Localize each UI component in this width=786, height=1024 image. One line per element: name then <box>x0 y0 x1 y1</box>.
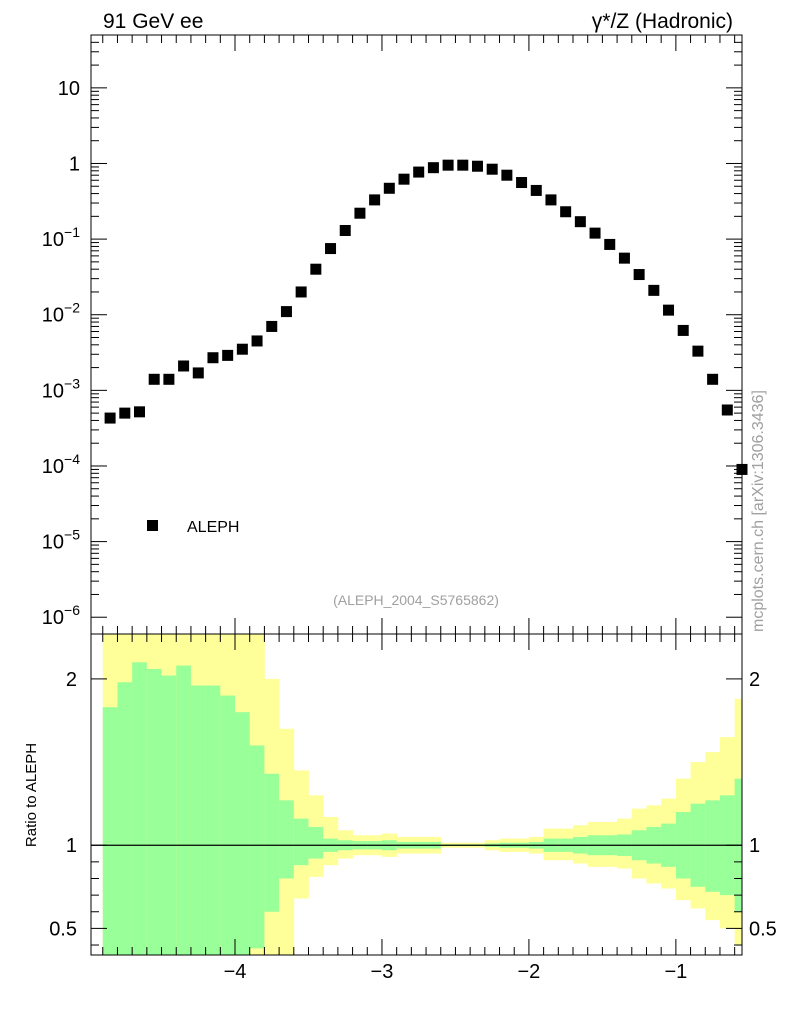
ratio-inner-band <box>235 712 251 955</box>
y-tick-label: 10 <box>58 78 80 100</box>
ratio-y-tick-label-left: 0.5 <box>49 918 77 940</box>
ratio-bands <box>102 634 743 955</box>
data-point <box>178 360 190 372</box>
data-point <box>677 324 689 336</box>
data-point <box>633 269 645 281</box>
y-tick-label: 10−4 <box>42 451 80 478</box>
data-point <box>721 404 733 416</box>
ratio-inner-band <box>176 665 192 955</box>
data-point <box>104 412 116 424</box>
data-point <box>119 407 131 419</box>
data-point <box>207 352 219 364</box>
data-point <box>413 166 425 178</box>
ratio-axes: 0.5 0.5 1 1 2 2 −4 −3 −2 −1 <box>49 634 777 983</box>
ratio-inner-band <box>146 668 162 955</box>
data-point <box>545 194 557 206</box>
data-point <box>707 373 719 385</box>
ratio-inner-band <box>308 826 324 859</box>
data-point <box>574 216 586 228</box>
ratio-y-tick-label-right: 2 <box>749 669 760 691</box>
main-plot-frame <box>90 34 743 635</box>
data-point <box>618 252 630 264</box>
source-label: mcplots.cern.ch [arXiv:1306.3436] <box>750 390 767 632</box>
data-point <box>148 373 160 385</box>
legend-marker <box>147 520 158 531</box>
data-point <box>236 343 248 355</box>
ratio-inner-band <box>161 675 177 955</box>
data-point <box>369 194 381 206</box>
ratio-inner-band <box>279 800 295 879</box>
x-tick-label: −2 <box>518 961 541 983</box>
data-point <box>457 159 469 171</box>
ratio-inner-band <box>102 707 118 955</box>
data-point <box>471 160 483 172</box>
data-point <box>501 169 513 181</box>
data-point <box>222 349 234 361</box>
ratio-inner-band <box>220 695 236 955</box>
data-point <box>133 406 145 418</box>
data-point <box>530 184 542 196</box>
y-tick-label: 10−5 <box>42 527 80 554</box>
data-point <box>486 163 498 175</box>
ratio-inner-band <box>293 818 309 866</box>
data-point <box>383 182 395 194</box>
x-tick-label: −4 <box>224 961 247 983</box>
analysis-label: (ALEPH_2004_S5765862) <box>333 592 499 608</box>
ratio-inner-band <box>132 662 148 955</box>
data-point <box>589 227 601 239</box>
ratio-inner-band <box>205 685 221 955</box>
data-point <box>266 320 278 332</box>
legend-label: ALEPH <box>187 519 239 536</box>
y-tick-label: 10−2 <box>42 300 80 327</box>
ratio-inner-band <box>190 685 207 955</box>
x-tick-label: −3 <box>371 961 394 983</box>
data-point <box>339 224 351 236</box>
ratio-inner-band <box>264 773 280 912</box>
data-point <box>442 159 454 171</box>
data-points <box>104 159 748 475</box>
data-point <box>604 238 616 250</box>
ratio-plot-frame <box>90 633 743 956</box>
data-point <box>310 263 322 275</box>
y-tick-label: 10−6 <box>42 602 80 629</box>
main-axes: 10−6 10−5 10−4 10−3 10−2 10−1 1 10 <box>42 35 742 634</box>
data-point <box>398 173 410 185</box>
data-point <box>295 286 307 298</box>
ratio-y-tick-label-left: 1 <box>66 835 77 857</box>
data-point <box>354 207 366 219</box>
data-point <box>251 335 263 347</box>
data-point <box>427 162 439 174</box>
ratio-inner-band <box>117 682 133 955</box>
data-point <box>692 345 704 357</box>
data-point <box>648 284 660 296</box>
data-point <box>192 367 204 379</box>
energy-label: 91 GeV ee <box>103 10 203 33</box>
data-point <box>280 306 292 318</box>
ratio-y-axis-label: Ratio to ALEPH <box>23 743 40 847</box>
data-point <box>516 177 528 189</box>
ratio-y-tick-label-left: 2 <box>66 669 77 691</box>
y-tick-label: 10−3 <box>42 375 80 402</box>
ratio-inner-band <box>249 745 265 949</box>
process-label: γ*/Z (Hadronic) <box>592 10 733 33</box>
ratio-y-tick-label-right: 0.5 <box>749 918 777 940</box>
data-point <box>560 206 572 218</box>
x-tick-label: −1 <box>664 961 687 983</box>
y-tick-label: 10−1 <box>42 224 80 251</box>
data-point <box>325 243 337 255</box>
ratio-inner-band <box>705 800 721 892</box>
y-tick-label: 1 <box>69 153 80 175</box>
data-point <box>663 304 675 316</box>
ratio-y-tick-label-right: 1 <box>749 835 760 857</box>
data-point <box>163 373 175 385</box>
